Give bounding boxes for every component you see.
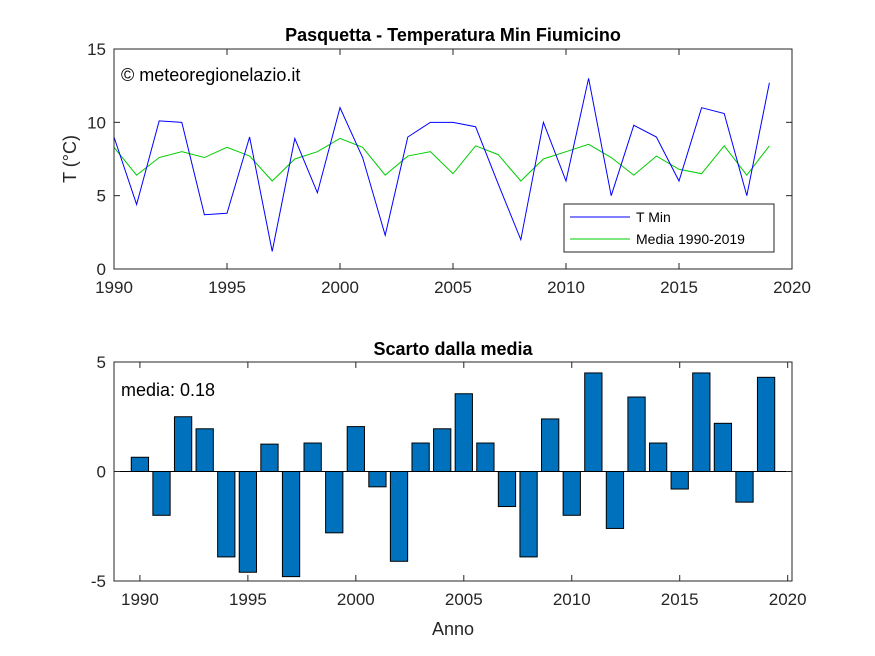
bottom-chart-title: Scarto dalla media bbox=[373, 339, 533, 359]
deviation-bar-1990 bbox=[130, 456, 150, 473]
deviation-bar-1997 bbox=[281, 471, 301, 578]
bottom-x-tick-label: 2005 bbox=[445, 590, 483, 609]
deviation-bar-1991 bbox=[152, 471, 171, 516]
deviation-bar-2013 bbox=[627, 396, 646, 473]
deviation-bar-1999 bbox=[325, 471, 344, 534]
deviation-bar-2015 bbox=[670, 471, 689, 490]
bottom-bars-layer bbox=[130, 372, 776, 578]
bottom-x-tick-label: 2015 bbox=[661, 590, 699, 609]
series-line-media bbox=[113, 137, 770, 182]
deviation-bar-1993 bbox=[195, 428, 214, 473]
deviation-bar-1996 bbox=[260, 443, 279, 473]
bottom-y-tick-label: 5 bbox=[97, 353, 106, 372]
deviation-bar-2002 bbox=[389, 471, 409, 562]
legend-box bbox=[563, 203, 775, 253]
deviation-bar-2001 bbox=[368, 471, 387, 488]
deviation-bar-1992 bbox=[173, 416, 193, 472]
deviation-bar-2010 bbox=[562, 471, 581, 516]
top-x-tick-label: 2000 bbox=[321, 278, 359, 297]
bottom-x-tick-label: 2010 bbox=[553, 590, 591, 609]
top-x-tick-label: 2020 bbox=[773, 278, 811, 297]
bottom-x-tick-label: 1990 bbox=[121, 590, 159, 609]
deviation-bar-2014 bbox=[648, 442, 668, 472]
bottom-y-tick-label: 0 bbox=[97, 463, 106, 482]
top-panel: Pasquetta - Temperatura Min Fiumicino 19… bbox=[60, 25, 811, 297]
legend-tmin-label: T Min bbox=[636, 209, 671, 225]
top-y-axis-label: T (°C) bbox=[60, 135, 80, 183]
top-y-tick-label: 5 bbox=[97, 187, 106, 206]
top-ticks-layer: 1990 1995 2000 2005 2010 2015 2020 0 5 10 15 bbox=[87, 40, 811, 297]
top-y-tick-label: 10 bbox=[87, 113, 106, 132]
deviation-bar-2016 bbox=[692, 372, 711, 473]
top-chart-title: Pasquetta - Temperatura Min Fiumicino bbox=[285, 25, 621, 45]
deviation-bar-1998 bbox=[303, 442, 322, 472]
top-x-tick-label: 1995 bbox=[208, 278, 246, 297]
deviation-bar-2003 bbox=[411, 442, 430, 472]
top-copyright-annotation: © meteoregionelazio.it bbox=[121, 65, 300, 85]
deviation-bar-2005 bbox=[454, 393, 473, 472]
deviation-bar-2011 bbox=[584, 372, 603, 473]
top-x-tick-label: 2010 bbox=[547, 278, 585, 297]
legend-media-label: Media 1990-2019 bbox=[636, 231, 745, 247]
deviation-bar-1995 bbox=[238, 471, 258, 573]
deviation-bar-1994 bbox=[217, 471, 236, 558]
top-legend: T Min Media 1990-2019 bbox=[563, 203, 775, 253]
deviation-bar-2006 bbox=[476, 442, 495, 472]
deviation-bar-2017 bbox=[713, 422, 733, 473]
deviation-bar-2012 bbox=[605, 471, 625, 529]
series-line-tmin bbox=[113, 78, 770, 252]
top-y-tick-label: 15 bbox=[87, 40, 106, 59]
deviation-bar-2004 bbox=[433, 428, 452, 473]
bottom-x-tick-label: 2000 bbox=[337, 590, 375, 609]
deviation-bar-2018 bbox=[735, 471, 754, 503]
top-x-tick-label: 2015 bbox=[660, 278, 698, 297]
deviation-bar-2019 bbox=[756, 376, 776, 472]
deviation-bar-2009 bbox=[541, 418, 560, 473]
bottom-x-tick-label: 1995 bbox=[229, 590, 267, 609]
bottom-mean-annotation: media: 0.18 bbox=[121, 380, 215, 400]
top-y-tick-label: 0 bbox=[97, 260, 106, 279]
deviation-bar-2008 bbox=[519, 471, 538, 558]
bottom-ticks-layer: 1990 1995 2000 2005 2010 2015 2020 -5 0 5 bbox=[91, 353, 807, 609]
top-x-tick-label: 1990 bbox=[95, 278, 133, 297]
bottom-y-tick-label: -5 bbox=[91, 572, 106, 591]
deviation-bar-2007 bbox=[497, 471, 517, 508]
bottom-panel: Scarto dalla media 1990 1995 2000 2005 2010 2… bbox=[91, 339, 807, 639]
bottom-x-tick-label: 2020 bbox=[769, 590, 807, 609]
deviation-bar-2000 bbox=[346, 426, 365, 472]
bottom-x-axis-label: Anno bbox=[432, 619, 474, 639]
top-x-tick-label: 2005 bbox=[434, 278, 472, 297]
top-series-layer bbox=[113, 78, 770, 252]
